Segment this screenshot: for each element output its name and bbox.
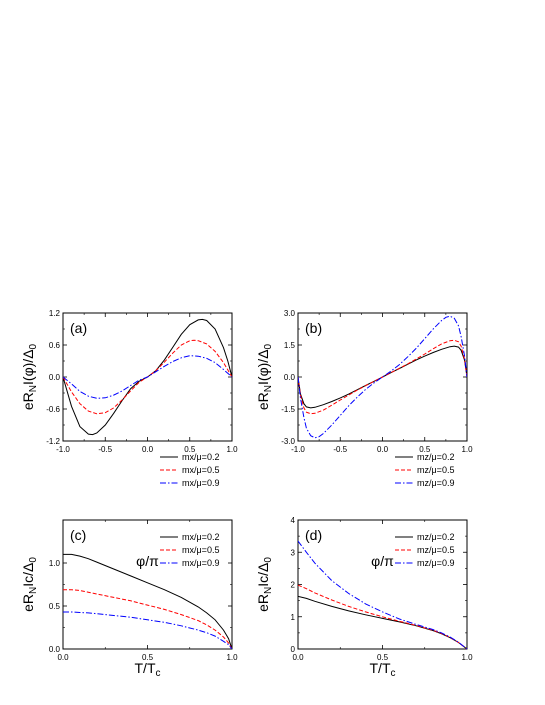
x-axis-label: T/Tc (370, 660, 396, 679)
x-tick-label: 1.0 (226, 653, 238, 662)
series-line-2 (298, 584, 467, 649)
x-tick-label: 0.5 (419, 445, 431, 454)
x-tick-label: 0.0 (57, 653, 69, 662)
series-line-2 (298, 339, 467, 415)
y-tick-label: -1.2 (46, 437, 60, 446)
series-line-3 (298, 540, 467, 649)
y-tick-label: 0.0 (49, 645, 61, 654)
y-tick-label: 1.5 (284, 341, 296, 350)
series-line-2 (63, 339, 232, 415)
x-tick-label: -1.0 (291, 445, 305, 454)
x-tick-label: 0.5 (184, 445, 196, 454)
panel-label: (d) (305, 527, 322, 543)
legend-label: mz/μ=0.9 (417, 558, 454, 568)
y-axis-label: eRNI(φ)/Δ0 (20, 343, 39, 410)
x-tick-label: -1.0 (56, 445, 70, 454)
y-tick-label: -0.6 (46, 405, 60, 414)
y-tick-label: 0.0 (284, 373, 296, 382)
legend-label: mz/μ=0.9 (417, 478, 454, 488)
y-tick-label: 4 (291, 516, 296, 525)
chart-panel-3: 0.0 0.5 1.0 0.0 0.5 1.0 (c) mx/μ=0.2 mx/μ=0.5 mx/… (20, 519, 238, 679)
series-line-1 (298, 595, 467, 649)
y-tick-label: 3 (291, 548, 296, 557)
legend-label: mx/μ=0.5 (182, 465, 219, 475)
series-line-3 (298, 315, 467, 439)
y-axis-label: eRNIc/Δ0 (20, 557, 39, 612)
x-tick-label: 0.0 (142, 445, 154, 454)
x-tick-label: 0.5 (142, 653, 154, 662)
y-tick-label: 1.0 (49, 559, 61, 568)
panel-label: (b) (305, 320, 322, 336)
series-line-1 (63, 553, 232, 649)
y-tick-label: 0 (291, 645, 296, 654)
x-tick-label: -0.5 (98, 445, 112, 454)
series-line-2 (63, 589, 232, 649)
y-tick-label: 0.5 (49, 602, 61, 611)
legend-label: mx/μ=0.9 (182, 558, 219, 568)
legend-label: mx/μ=0.5 (182, 545, 219, 555)
chart-panel-1: -1.0 -0.5 0.0 0.5 1.0 -1.2 -0.6 0.0 0.6 1.2 (a) mx/… (20, 309, 238, 569)
x-axis-label: T/Tc (135, 660, 161, 679)
x-tick-label: 1.0 (461, 445, 473, 454)
x-tick-label: 0.0 (377, 445, 389, 454)
panel-label: (a) (70, 320, 87, 336)
y-tick-label: 1 (291, 613, 296, 622)
y-tick-label: 0.6 (49, 341, 61, 350)
chart-panel-2: -1.0 -0.5 0.0 0.5 1.0 -3.0 -1.5 0.0 1.5 3.0 (b) mz/… (255, 309, 473, 569)
y-tick-label: 2 (291, 581, 296, 590)
y-tick-label: 3.0 (284, 309, 296, 318)
y-axis-label: eRNIc/Δ0 (255, 557, 274, 612)
y-axis-label: eRNI(φ)/Δ0 (255, 343, 274, 410)
legend-label: mz/μ=0.5 (417, 465, 454, 475)
panel-label: (c) (70, 527, 86, 543)
legend-label: mx/μ=0.2 (182, 532, 219, 542)
series-line-3 (63, 611, 232, 649)
x-axis-label: φ/π (136, 553, 159, 569)
y-tick-label: -3.0 (281, 437, 295, 446)
x-axis-label: φ/π (371, 553, 394, 569)
series-line-3 (63, 355, 232, 399)
x-tick-label: -0.5 (333, 445, 347, 454)
y-tick-label: 1.2 (49, 309, 61, 318)
legend-label: mz/μ=0.2 (417, 532, 454, 542)
x-tick-label: 0.5 (377, 653, 389, 662)
legend-label: mx/μ=0.2 (182, 452, 219, 462)
legend-label: mz/μ=0.2 (417, 452, 454, 462)
x-tick-label: 1.0 (461, 653, 473, 662)
y-tick-label: -1.5 (281, 405, 295, 414)
x-tick-label: 1.0 (226, 445, 238, 454)
y-tick-label: 0.0 (49, 373, 61, 382)
chart-panel-4: 0.0 0.5 1.0 0 1 2 3 4 (d) mz/μ=0.2 mz/μ=0.5 mz/μ=0.… (255, 516, 473, 679)
x-tick-label: 0.0 (292, 653, 304, 662)
legend-label: mz/μ=0.5 (417, 545, 454, 555)
legend-label: mx/μ=0.9 (182, 478, 219, 488)
